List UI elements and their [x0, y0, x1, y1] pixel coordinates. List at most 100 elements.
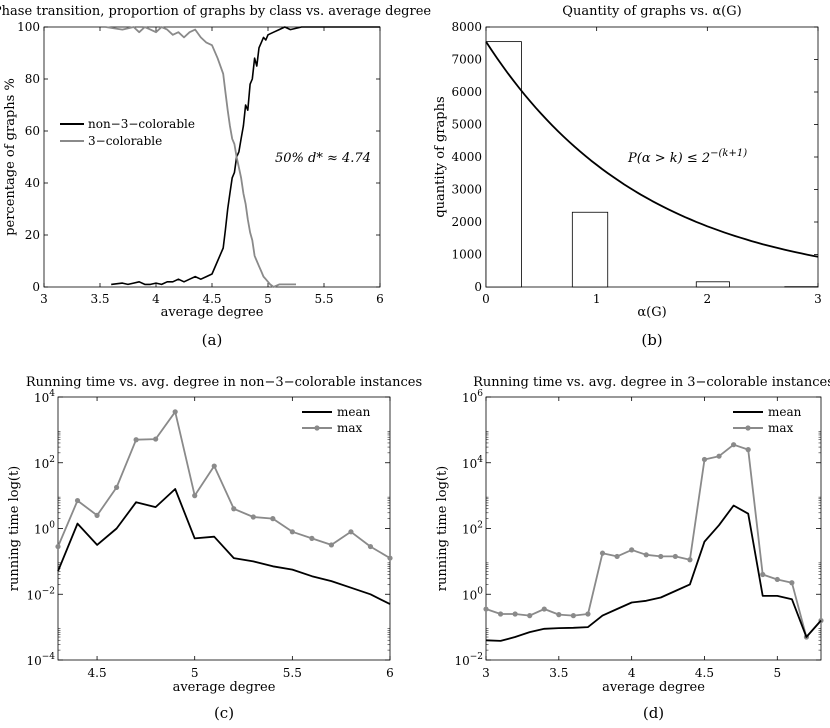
point-max	[614, 553, 620, 560]
point-max	[687, 557, 693, 563]
chart-title: Quantity of graphs vs. α(G)	[562, 4, 741, 19]
x-tick-label: 4.5	[88, 666, 107, 680]
point-max	[774, 576, 780, 583]
point-max	[716, 453, 722, 459]
point-max	[731, 442, 737, 448]
panel-caption: (c)	[214, 704, 234, 722]
point-max	[745, 447, 751, 453]
bound-curve-label: P(α > k) ≤ 2−(k+1)	[627, 148, 747, 166]
y-tick-label: 60	[25, 124, 40, 138]
point-max	[94, 512, 100, 518]
chart-b: 0 1 2 3 0 1000 2000 3000 4000 5000 6000 7000 8000 Qua…	[433, 4, 822, 349]
bound-curve	[485, 41, 819, 258]
point-max	[309, 535, 315, 541]
point-max	[250, 514, 256, 520]
series-line-max	[57, 410, 391, 559]
chart-title: Running time vs. avg. degree in non−3−co…	[26, 375, 422, 390]
point-max	[570, 613, 576, 619]
series-line-max	[485, 443, 822, 638]
point-max	[512, 611, 518, 617]
y-tick-label: 40	[25, 176, 40, 190]
y-tick-label: 80	[25, 72, 40, 86]
y-axis-label: running time log(t)	[435, 466, 450, 592]
y-tick-label: 8000	[451, 20, 482, 34]
point-max	[760, 571, 766, 578]
x-tick-label: 0	[482, 292, 490, 306]
series-line-3−colorable	[105, 26, 296, 288]
y-tick-label: 10−2	[454, 652, 483, 668]
plot-frame	[57, 396, 391, 661]
y-tick-label: 10−4	[26, 652, 55, 668]
point-max	[672, 553, 678, 560]
x-tick-label: 5.5	[314, 292, 333, 306]
y-tick-label: 2000	[451, 215, 482, 229]
legend-marker	[314, 425, 320, 431]
annotation-text: 50% d* ≈ 4.74	[275, 151, 371, 166]
y-tick-label: 0	[474, 280, 482, 294]
panel-caption: (d)	[643, 704, 664, 722]
bar	[571, 211, 609, 288]
y-axis-label: percentage of graphs %	[3, 78, 18, 236]
y-tick-label: 5000	[451, 118, 482, 132]
x-axis-label: α(G)	[637, 305, 666, 320]
point-max	[527, 613, 533, 619]
y-tick-label: 1000	[451, 248, 482, 262]
y-tick-label: 100	[462, 586, 483, 602]
point-max	[172, 409, 178, 415]
x-axis-label: average degree	[161, 305, 264, 320]
legend-label: max	[337, 421, 363, 435]
y-tick-label: 7000	[451, 53, 482, 67]
y-tick-label: 102	[462, 521, 483, 537]
point-max	[55, 543, 61, 550]
point-max	[556, 612, 562, 618]
legend-label: mean	[768, 405, 802, 419]
y-tick-label: 100	[34, 521, 55, 537]
legend-label: non−3−colorable	[88, 117, 195, 131]
x-tick-label: 3	[40, 292, 48, 306]
y-tick-label: 20	[25, 228, 40, 242]
y-tick-label: 0	[32, 280, 40, 294]
point-max	[133, 437, 139, 443]
x-axis-label: average degree	[602, 680, 705, 695]
y-tick-label: 104	[34, 389, 55, 405]
point-max	[348, 529, 354, 535]
x-axis-label: average degree	[173, 680, 276, 695]
x-tick-label: 5	[191, 666, 199, 680]
point-max	[231, 506, 237, 512]
panel-caption: (b)	[641, 331, 662, 349]
series-line-mean	[57, 488, 391, 605]
point-max	[192, 493, 198, 499]
y-tick-label: 100	[17, 20, 40, 34]
series-line-non−3−colorable	[111, 26, 380, 286]
x-tick-label: 3.5	[549, 666, 568, 680]
x-tick-label: 4.5	[695, 666, 714, 680]
panel-caption: (a)	[202, 331, 223, 349]
bar	[695, 281, 730, 288]
y-tick-label: 10−2	[26, 586, 55, 602]
point-max	[289, 529, 295, 535]
x-tick-label: 5.5	[283, 666, 302, 680]
x-tick-label: 4.5	[202, 292, 221, 306]
chart-title: Running time vs. avg. degree in 3−colora…	[473, 375, 830, 390]
y-tick-label: 106	[462, 389, 483, 405]
legend-marker	[745, 425, 751, 431]
point-max	[367, 543, 374, 550]
point-max	[789, 580, 795, 586]
y-tick-label: 3000	[451, 183, 482, 197]
x-tick-label: 1	[593, 292, 601, 306]
legend-label: mean	[337, 405, 371, 419]
x-tick-label: 5	[773, 666, 781, 680]
point-max	[585, 611, 591, 617]
point-max	[74, 497, 81, 504]
x-tick-label: 4	[152, 292, 160, 306]
point-max	[153, 436, 159, 442]
point-max	[658, 553, 664, 560]
point-max	[113, 484, 120, 491]
point-max	[541, 606, 547, 612]
y-tick-label: 104	[462, 455, 483, 471]
plot-frame	[485, 396, 822, 661]
